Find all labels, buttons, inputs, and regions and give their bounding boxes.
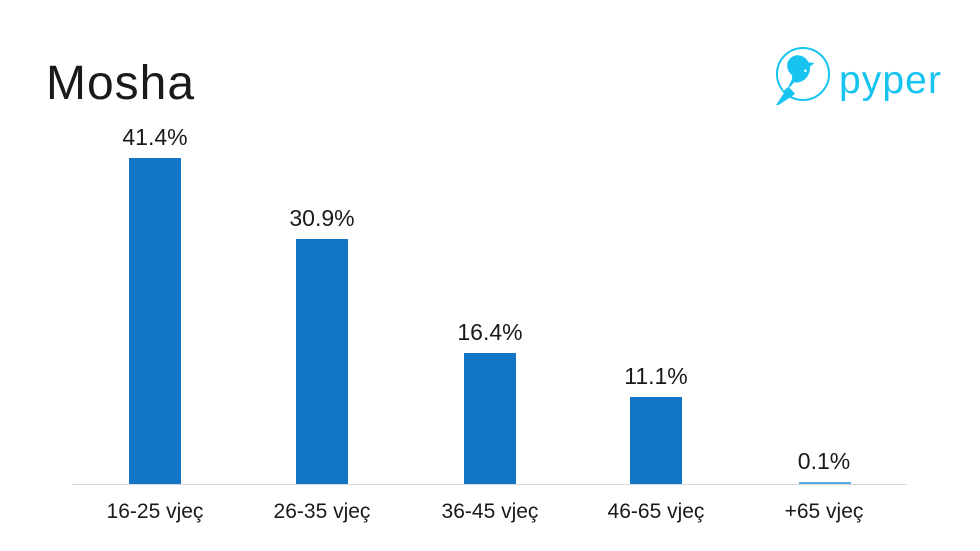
svg-text:pyper: pyper	[839, 59, 942, 102]
